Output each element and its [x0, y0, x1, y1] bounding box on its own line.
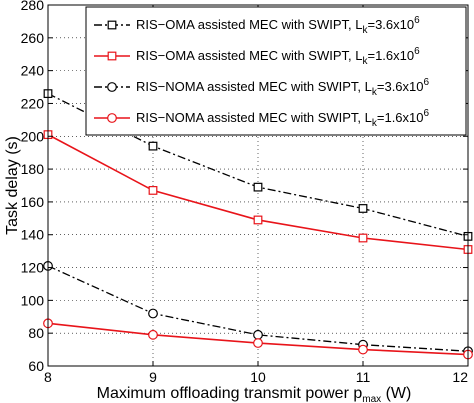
legend-label-mid: =3.6x10 [367, 17, 414, 32]
y-tick-label: 80 [28, 325, 44, 341]
x-tick-label: 9 [149, 369, 157, 385]
legend-label-sub: k [372, 118, 378, 129]
legend-label-main: RIS−NOMA assisted MEC with SWIPT, L [136, 110, 372, 125]
x-tick-label: 10 [250, 369, 266, 385]
y-tick-label: 140 [21, 227, 45, 243]
legend-label-sub: k [362, 25, 368, 36]
legend-label-main: RIS−NOMA assisted MEC with SWIPT, L [136, 79, 372, 94]
data-point-circle [148, 329, 158, 340]
data-point-circle [148, 308, 158, 319]
data-point-circle [253, 329, 263, 340]
legend: RIS−OMA assisted MEC with SWIPT, Lk=3.6x… [85, 6, 467, 136]
legend-label-mid: =1.6x10 [377, 110, 424, 125]
data-point-square [253, 215, 263, 225]
data-point-square [148, 141, 158, 151]
x-axis-label-unit: (W) [381, 385, 411, 402]
legend-label: RIS−NOMA assisted MEC with SWIPT, Lk=3.6… [136, 77, 430, 98]
legend-entry-2: RIS−OMA assisted MEC with SWIPT, Lk=1.6x… [94, 46, 420, 67]
y-tick-label: 240 [21, 63, 45, 79]
x-tick-label: 8 [44, 369, 52, 385]
legend-label-sub: k [362, 56, 368, 67]
axis-ticks: 8 9 10 11 12 60 80 100 120 140 160 180 200 220 240 260 2… [21, 0, 469, 385]
legend-entry-4: RIS−NOMA assisted MEC with SWIPT, Lk=1.6… [94, 108, 430, 129]
legend-label-sup: 6 [424, 77, 430, 88]
data-point-circle [107, 82, 117, 92]
y-tick-label: 120 [21, 260, 45, 276]
legend-label-sup: 6 [424, 108, 430, 119]
data-point-square [358, 233, 368, 243]
y-tick-label: 280 [21, 0, 45, 13]
legend-box [85, 6, 467, 136]
legend-label-sub: k [372, 87, 378, 98]
legend-label-mid: =1.6x10 [367, 48, 414, 63]
series-line [47, 265, 469, 352]
y-tick-label: 160 [21, 194, 45, 210]
legend-label-main: RIS−OMA assisted MEC with SWIPT, L [136, 17, 362, 32]
data-point-circle [253, 338, 263, 348]
data-point-circle [107, 113, 117, 123]
data-point-square [148, 186, 158, 195]
y-tick-label: 200 [21, 128, 45, 144]
legend-entry-3: RIS−NOMA assisted MEC with SWIPT, Lk=3.6… [94, 77, 430, 98]
series-4 [43, 318, 473, 360]
legend-label: RIS−OMA assisted MEC with SWIPT, Lk=3.6x… [136, 15, 420, 36]
legend-label: RIS−OMA assisted MEC with SWIPT, Lk=1.6x… [136, 46, 420, 67]
legend-label-main: RIS−OMA assisted MEC with SWIPT, L [136, 48, 362, 63]
legend-label-sup: 6 [414, 46, 420, 57]
series-line [47, 133, 469, 251]
y-tick-label: 180 [21, 161, 45, 177]
y-tick-label: 260 [21, 30, 45, 46]
legend-entry-1: RIS−OMA assisted MEC with SWIPT, Lk=3.6x… [94, 15, 420, 36]
x-tick-label: 12 [452, 369, 468, 385]
data-point-square [107, 20, 117, 30]
y-tick-label: 220 [21, 95, 45, 111]
y-axis-label: Task delay (s) [4, 136, 21, 235]
data-point-circle [358, 344, 368, 355]
y-tick-label: 100 [21, 292, 45, 308]
data-point-square [358, 204, 368, 213]
data-point-square [107, 51, 117, 61]
y-tick-label: 60 [28, 358, 44, 374]
x-axis-label: Maximum offloading transmit power pmax (… [97, 385, 412, 403]
data-point-square [253, 182, 263, 192]
legend-label: RIS−NOMA assisted MEC with SWIPT, Lk=1.6… [136, 108, 430, 129]
x-tick-label: 11 [356, 369, 371, 385]
x-axis-label-main: Maximum offloading transmit power p [97, 385, 363, 402]
legend-label-sup: 6 [414, 15, 420, 26]
x-axis-label-sub: max [362, 394, 381, 403]
legend-label-mid: =3.6x10 [377, 79, 424, 94]
